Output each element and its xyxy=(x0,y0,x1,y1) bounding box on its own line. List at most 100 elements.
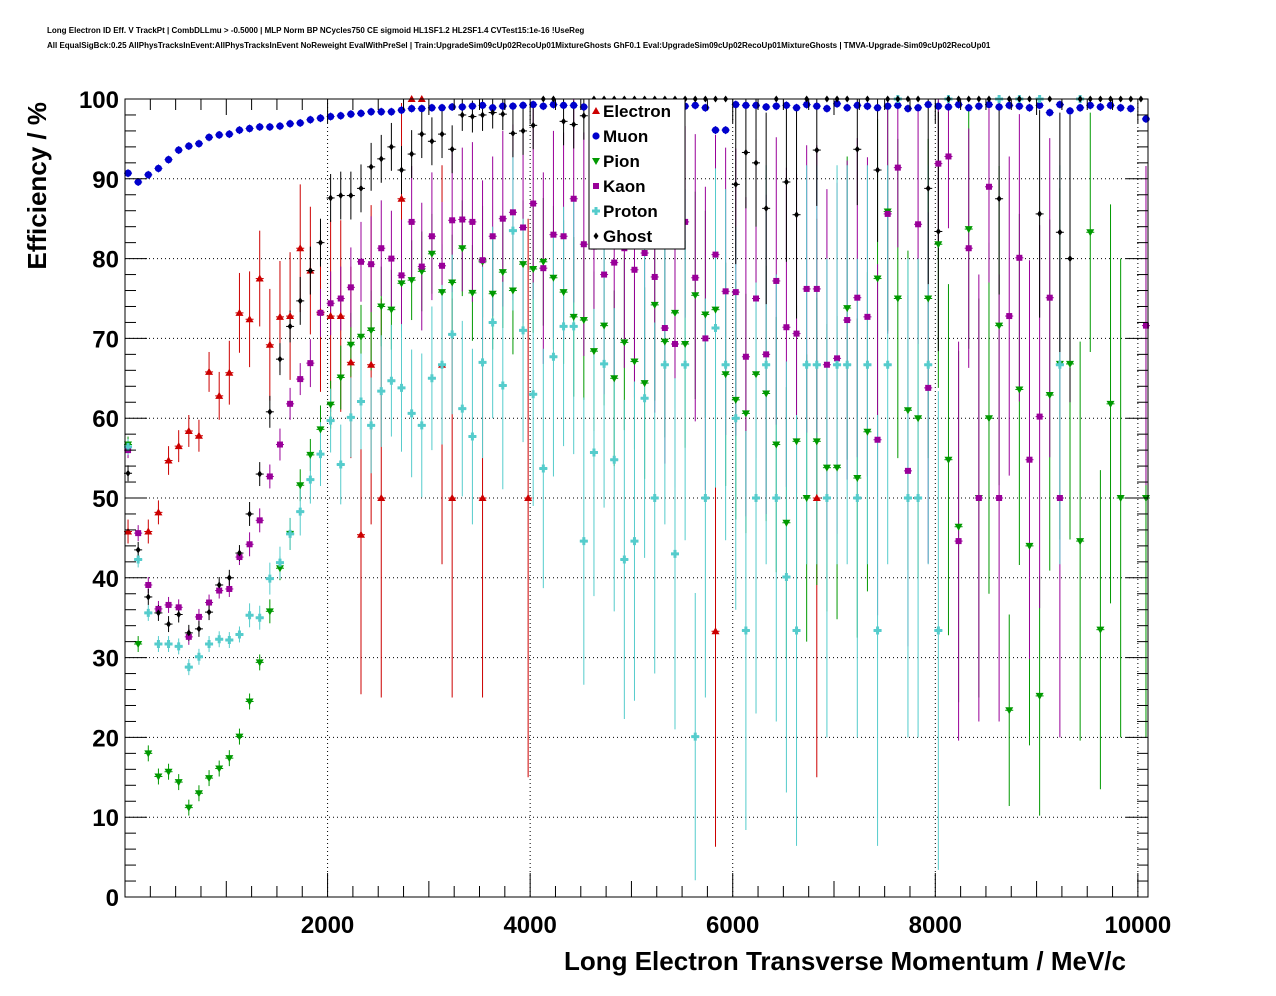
kaon-point xyxy=(236,554,243,561)
ghost-point xyxy=(561,117,567,125)
legend-marker-electron xyxy=(592,107,600,114)
muon-point xyxy=(934,102,942,110)
electron-point xyxy=(215,391,224,399)
electron-point xyxy=(225,368,234,376)
pion-point xyxy=(316,426,325,434)
kaon-point xyxy=(520,224,527,231)
muon-point xyxy=(175,146,183,154)
proton-point xyxy=(164,640,173,649)
pion-point xyxy=(1035,692,1044,700)
muon-point xyxy=(296,119,304,127)
kaon-point xyxy=(834,355,841,362)
muon-point xyxy=(539,102,547,110)
ghost-point xyxy=(500,110,506,118)
muon-point xyxy=(995,103,1003,111)
pion-point xyxy=(1045,392,1054,400)
pion-point xyxy=(579,317,588,325)
pion-point xyxy=(397,280,406,288)
proton-point xyxy=(255,613,264,622)
pion-point xyxy=(600,322,609,330)
legend-marker-kaon xyxy=(593,183,599,189)
pion-point xyxy=(833,464,842,472)
kaon-point xyxy=(530,200,537,207)
muon-point xyxy=(225,130,233,138)
kaon-point xyxy=(722,288,729,295)
ghost-point xyxy=(317,239,323,247)
proton-point xyxy=(154,640,163,649)
muon-point xyxy=(478,101,487,109)
ghost-point xyxy=(520,127,526,135)
pion-point xyxy=(893,295,902,303)
muon-point xyxy=(519,101,527,109)
proton-point xyxy=(296,507,305,516)
pion-point xyxy=(205,775,214,783)
proton-point xyxy=(397,383,406,392)
proton-point xyxy=(873,626,882,635)
kaon-point xyxy=(489,233,496,240)
proton-point xyxy=(701,494,710,502)
ghost-point xyxy=(459,111,465,119)
ghost-point xyxy=(155,609,161,617)
muon-point xyxy=(873,104,882,112)
muon-point xyxy=(772,102,780,110)
pion-point xyxy=(387,306,396,314)
kaon-point xyxy=(287,400,294,407)
kaon-point xyxy=(874,436,881,443)
pion-point xyxy=(731,396,740,404)
kaon-point xyxy=(195,613,202,620)
kaon-point xyxy=(449,217,456,224)
muon-point xyxy=(245,124,254,133)
muon-point xyxy=(965,104,973,112)
kaon-point xyxy=(469,218,476,225)
proton-point xyxy=(620,555,629,564)
ghost-point xyxy=(196,625,202,633)
electron-point xyxy=(524,494,533,501)
proton-point xyxy=(124,442,133,451)
electron-point xyxy=(124,527,133,535)
kaon-point xyxy=(155,605,162,612)
legend-marker-ghost xyxy=(593,232,599,240)
electron-point xyxy=(397,194,406,202)
proton-point xyxy=(275,558,284,567)
muon-point xyxy=(1046,108,1054,117)
kaon-point xyxy=(388,255,395,262)
pion-point xyxy=(529,265,538,273)
proton-point xyxy=(144,608,153,617)
muon-point xyxy=(377,108,385,116)
pion-point xyxy=(1015,386,1024,394)
pion-point xyxy=(468,289,477,297)
pion-point xyxy=(589,348,598,356)
muon-point xyxy=(691,101,699,109)
pion-point xyxy=(752,371,761,379)
proton-point xyxy=(681,360,690,369)
proton-point xyxy=(903,494,912,502)
proton-point xyxy=(346,413,355,422)
x-tick-label: 8000 xyxy=(909,912,962,939)
pion-point xyxy=(438,289,447,297)
kaon-point xyxy=(631,266,638,273)
pion-point xyxy=(812,438,821,446)
ghost-point xyxy=(449,145,455,153)
muon-point xyxy=(722,126,730,134)
muon-point xyxy=(316,114,325,122)
kaon-point xyxy=(844,317,851,324)
muon-point xyxy=(134,178,142,186)
muon-point xyxy=(732,100,740,109)
kaon-point xyxy=(226,585,233,592)
pion-point xyxy=(1096,626,1105,634)
ghost-point xyxy=(236,549,242,557)
pion-point xyxy=(1116,495,1125,502)
kaon-point xyxy=(712,251,719,258)
pion-point xyxy=(1106,400,1115,408)
pion-point xyxy=(498,269,507,277)
data-markers xyxy=(124,95,1150,812)
ghost-point xyxy=(743,148,749,156)
ghost-point xyxy=(206,608,212,616)
kaon-point xyxy=(560,233,567,240)
kaon-point xyxy=(459,216,466,223)
kaon-point xyxy=(773,277,780,284)
kaon-point xyxy=(206,599,213,606)
kaon-point xyxy=(611,259,618,266)
pion-point xyxy=(640,380,649,388)
proton-point xyxy=(843,360,852,369)
